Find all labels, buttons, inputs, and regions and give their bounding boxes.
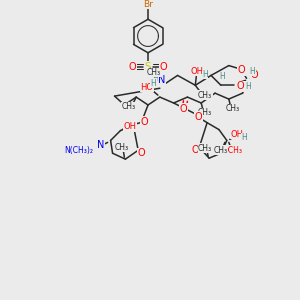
Text: OH: OH bbox=[124, 122, 137, 131]
Text: H: H bbox=[219, 72, 225, 81]
Text: O: O bbox=[160, 61, 168, 72]
Text: H: H bbox=[150, 79, 156, 88]
Text: CH₃: CH₃ bbox=[214, 146, 228, 155]
Text: CH₃: CH₃ bbox=[226, 104, 240, 113]
Text: O: O bbox=[180, 104, 187, 114]
Text: O: O bbox=[137, 148, 145, 158]
Text: OCH₃: OCH₃ bbox=[223, 146, 243, 155]
Text: CH₃: CH₃ bbox=[114, 143, 128, 152]
Text: S: S bbox=[145, 61, 151, 72]
Text: O: O bbox=[194, 112, 202, 122]
Text: CH₃: CH₃ bbox=[121, 102, 135, 111]
Text: O: O bbox=[191, 145, 199, 155]
Text: N(CH₃)₂: N(CH₃)₂ bbox=[64, 146, 93, 155]
Text: O: O bbox=[250, 70, 258, 80]
Text: CH₃: CH₃ bbox=[198, 91, 212, 100]
Text: H: H bbox=[246, 82, 251, 91]
Text: O: O bbox=[128, 61, 136, 72]
Text: H: H bbox=[250, 67, 255, 76]
Text: H: H bbox=[152, 74, 158, 83]
Text: O: O bbox=[238, 65, 245, 76]
Text: OH: OH bbox=[230, 130, 243, 139]
Text: CH₃: CH₃ bbox=[147, 68, 161, 77]
Text: O: O bbox=[140, 117, 148, 127]
Text: N: N bbox=[97, 140, 104, 150]
Text: OH: OH bbox=[191, 67, 204, 76]
Text: Br: Br bbox=[143, 0, 153, 9]
Text: H: H bbox=[202, 70, 208, 79]
Text: CH₃: CH₃ bbox=[198, 144, 212, 153]
Text: HO: HO bbox=[140, 83, 154, 92]
Text: H: H bbox=[242, 133, 247, 142]
Text: CH₃: CH₃ bbox=[198, 108, 212, 117]
Text: N: N bbox=[158, 75, 166, 85]
Text: O: O bbox=[237, 81, 244, 91]
